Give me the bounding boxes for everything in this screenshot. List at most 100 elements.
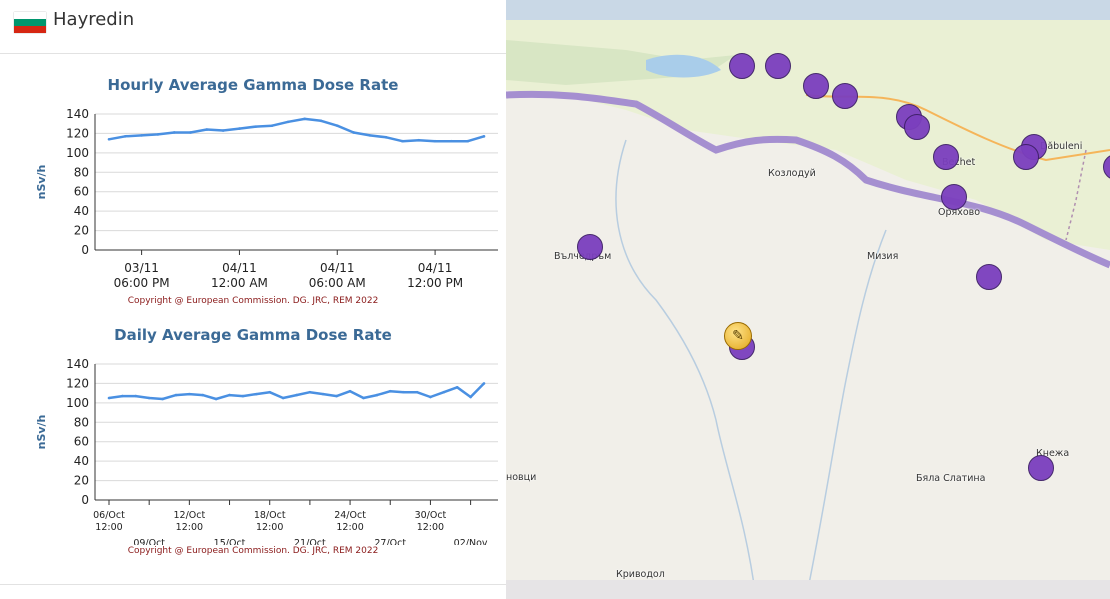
station-marker[interactable] bbox=[803, 73, 829, 99]
danube-river bbox=[506, 90, 1110, 269]
data-point bbox=[368, 134, 372, 137]
y-tick-label: 100 bbox=[66, 146, 89, 160]
daily-copyright: Copyright @ European Commission. DG. JRC… bbox=[127, 546, 379, 556]
data-point bbox=[205, 128, 209, 131]
data-point bbox=[384, 136, 388, 139]
data-point bbox=[455, 386, 459, 389]
data-point bbox=[268, 390, 272, 394]
y-tick-label: 80 bbox=[74, 415, 89, 429]
data-point bbox=[466, 139, 469, 143]
data-point bbox=[442, 390, 446, 394]
data-point bbox=[433, 139, 437, 143]
station-marker[interactable] bbox=[904, 114, 930, 140]
station-marker[interactable] bbox=[765, 53, 791, 79]
map-label-byala-slatina: Бяла Слатина bbox=[916, 473, 986, 484]
border-line bbox=[1065, 149, 1087, 241]
station-marker[interactable] bbox=[1028, 455, 1054, 481]
data-point bbox=[161, 397, 164, 401]
data-point bbox=[415, 390, 419, 394]
station-marker[interactable] bbox=[729, 53, 755, 79]
station-marker[interactable] bbox=[933, 144, 959, 170]
y-tick-label: 60 bbox=[74, 185, 89, 199]
x-tick-label: 06:00 PM bbox=[114, 276, 170, 290]
data-point bbox=[156, 133, 160, 136]
station-panel: Hayredin Hourly Average Gamma Dose Rate … bbox=[0, 0, 506, 599]
data-point bbox=[214, 397, 218, 401]
map-label-knezha: Кнежа bbox=[1036, 448, 1070, 459]
data-point bbox=[362, 396, 365, 400]
x-tick-label: 04/11 bbox=[222, 261, 257, 275]
x-tick-label: 04/11 bbox=[320, 261, 355, 275]
data-point bbox=[401, 139, 404, 143]
tributary-river bbox=[615, 139, 757, 599]
data-point bbox=[482, 382, 486, 385]
map-label-bechet: Bechet bbox=[942, 157, 976, 168]
data-point bbox=[319, 119, 323, 123]
data-point bbox=[450, 139, 453, 143]
daily-chart: 020406080100120140nSv/h06/Oct12:0012/Oct… bbox=[35, 357, 498, 545]
data-point bbox=[469, 395, 472, 399]
y-tick-label: 100 bbox=[66, 396, 89, 410]
x-tick-label: 30/Oct bbox=[415, 510, 447, 521]
y-tick-label: 0 bbox=[81, 493, 89, 507]
y-tick-label: 140 bbox=[66, 107, 89, 121]
x-tick-label: 09/Oct bbox=[133, 538, 165, 545]
x-tick-label: 18/Oct bbox=[254, 510, 286, 521]
x-tick-label: 12:00 PM bbox=[407, 276, 463, 290]
data-point bbox=[254, 125, 258, 128]
data-point bbox=[188, 392, 191, 396]
x-tick-label: 12:00 bbox=[256, 522, 283, 533]
y-tick-label: 80 bbox=[74, 165, 89, 179]
x-tick-label: 12/Oct bbox=[173, 510, 205, 521]
station-marker[interactable] bbox=[832, 83, 858, 109]
data-point bbox=[201, 393, 205, 397]
data-point bbox=[174, 393, 178, 397]
map-pin-icon[interactable]: ✎ bbox=[724, 322, 752, 350]
data-point bbox=[107, 396, 111, 400]
y-axis-title: nSv/h bbox=[35, 415, 48, 450]
panel-divider bbox=[0, 584, 506, 585]
data-point bbox=[482, 135, 486, 138]
hourly-copyright: Copyright @ European Commission. DG. JRC… bbox=[127, 296, 379, 306]
data-point bbox=[172, 131, 176, 134]
map-label-oryahovo: Оряхово bbox=[938, 207, 981, 218]
map-label-partial-town: новци bbox=[506, 472, 537, 483]
data-point bbox=[255, 392, 258, 396]
flag-stripe-white bbox=[14, 12, 46, 19]
x-tick-label: 24/Oct bbox=[334, 510, 366, 521]
y-tick-label: 120 bbox=[66, 126, 89, 140]
map-view[interactable]: Козлодуй Bechet Dăbuleni Оряхово Вълчедр… bbox=[506, 0, 1110, 599]
data-point bbox=[147, 396, 151, 400]
data-point bbox=[107, 137, 111, 141]
x-tick-label: 15/Oct bbox=[214, 538, 246, 545]
station-marker[interactable] bbox=[941, 184, 967, 210]
data-point bbox=[352, 131, 355, 134]
y-tick-label: 40 bbox=[74, 454, 89, 468]
x-tick-label: 06:00 AM bbox=[309, 276, 366, 290]
station-marker[interactable] bbox=[976, 264, 1002, 290]
y-tick-label: 140 bbox=[66, 357, 89, 371]
data-point bbox=[402, 390, 405, 394]
data-point bbox=[238, 127, 241, 130]
x-tick-label: 12:00 bbox=[417, 522, 444, 533]
data-point bbox=[221, 129, 225, 132]
station-marker[interactable] bbox=[1013, 144, 1039, 170]
data-point bbox=[335, 124, 339, 127]
hourly-chart-title: Hourly Average Gamma Dose Rate bbox=[107, 76, 399, 94]
data-point bbox=[134, 394, 138, 398]
data-point bbox=[429, 395, 432, 399]
data-point bbox=[335, 394, 338, 398]
lake-water bbox=[646, 54, 721, 78]
y-tick-label: 0 bbox=[81, 243, 89, 257]
x-tick-label: 03/11 bbox=[124, 261, 159, 275]
data-point bbox=[321, 392, 325, 396]
x-tick-label: 12:00 bbox=[95, 522, 122, 533]
y-tick-label: 20 bbox=[74, 224, 89, 238]
map-label-krivodol: Криводол bbox=[616, 569, 665, 580]
x-tick-label: 12:00 AM bbox=[211, 276, 268, 290]
flag-stripe-red bbox=[14, 26, 46, 33]
data-point bbox=[295, 393, 298, 397]
data-point bbox=[375, 393, 379, 397]
station-marker[interactable] bbox=[577, 234, 603, 260]
data-point bbox=[348, 389, 352, 393]
